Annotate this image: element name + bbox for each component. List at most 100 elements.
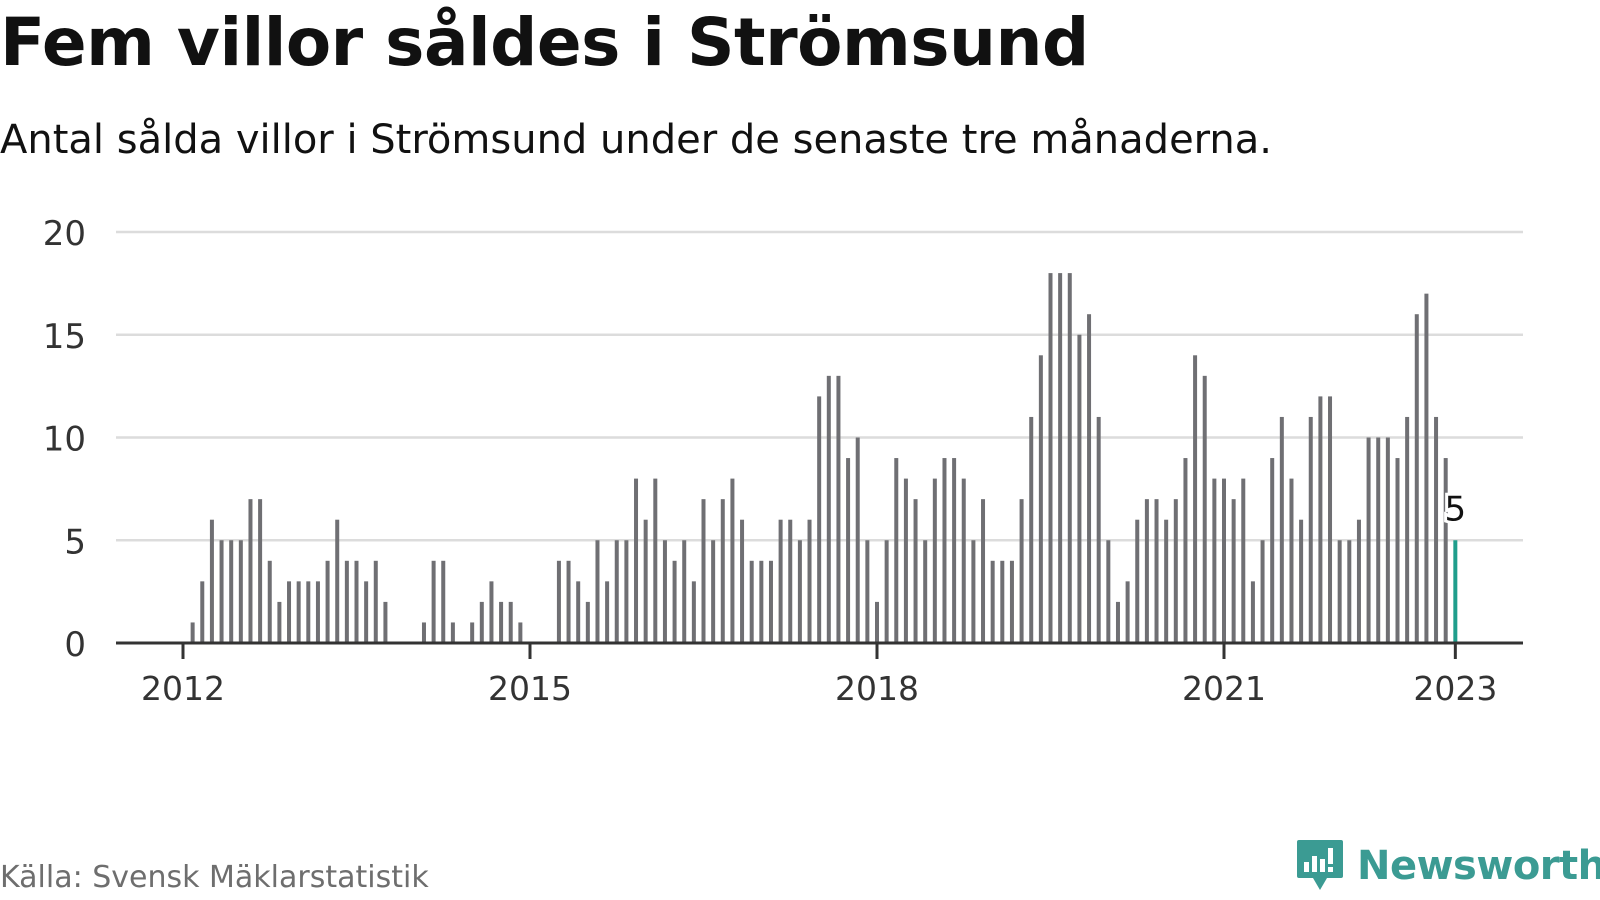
bar (1405, 416, 1410, 643)
bar-chart: 0 5 10 15 20 5 2012 2015 2018 2021 2023 (43, 214, 1523, 708)
bar (1058, 273, 1063, 643)
bar (759, 560, 764, 643)
bar (614, 540, 619, 643)
bar (576, 581, 581, 643)
bar (826, 375, 831, 643)
bar (740, 519, 745, 643)
bar (1231, 499, 1236, 643)
bar (1308, 416, 1313, 643)
bar (720, 499, 725, 643)
bar (778, 519, 783, 643)
bar (768, 560, 773, 643)
bar (1385, 437, 1390, 643)
bar (518, 622, 523, 643)
bar (1096, 416, 1101, 643)
bar (209, 519, 214, 643)
chart-title: Fem villor såldes i Strömsund (0, 4, 1089, 81)
bar (643, 519, 648, 643)
bar (1193, 355, 1198, 643)
y-tick-label: 15 (43, 317, 86, 357)
bar (1125, 581, 1130, 643)
bar (1135, 519, 1140, 643)
bar (1164, 519, 1169, 643)
bar (499, 601, 504, 643)
bar (1414, 314, 1419, 643)
bar (489, 581, 494, 643)
bar (971, 540, 976, 643)
y-tick-label: 0 (64, 625, 86, 665)
bar (662, 540, 667, 643)
x-tick-label: 2021 (1182, 669, 1266, 708)
bar (441, 560, 446, 643)
bar (942, 458, 947, 643)
bar (1289, 478, 1294, 643)
bar (373, 560, 378, 643)
bar (1222, 478, 1226, 643)
bar (605, 581, 610, 643)
newsworthy-logo-icon (1297, 840, 1343, 890)
bar (855, 437, 860, 643)
x-tick-label: 2015 (488, 669, 572, 708)
bar (508, 601, 513, 643)
bar (277, 601, 282, 643)
bar (335, 519, 340, 643)
bar (1183, 458, 1188, 643)
bar (1087, 314, 1092, 643)
bar (1270, 458, 1275, 643)
y-tick-label: 10 (43, 420, 86, 460)
bar (354, 560, 359, 643)
bar (200, 581, 205, 643)
bar (1318, 396, 1323, 643)
x-tick-label: 2023 (1413, 669, 1497, 708)
bar (364, 581, 369, 643)
bar (903, 478, 908, 643)
bar (846, 458, 851, 643)
bar (1067, 273, 1072, 643)
bar (344, 560, 349, 643)
bar (865, 540, 870, 643)
bar (923, 540, 928, 643)
bar (431, 560, 436, 643)
bar (1106, 540, 1111, 643)
bar (248, 499, 253, 643)
bar (807, 519, 812, 643)
bar (653, 478, 658, 643)
bar (932, 478, 937, 643)
bar (1366, 437, 1371, 643)
bar (711, 540, 716, 643)
bar (981, 499, 986, 643)
bar (470, 622, 475, 643)
bar (730, 478, 735, 643)
bar (1337, 540, 1342, 643)
bar (1029, 416, 1034, 643)
bar (315, 581, 320, 643)
x-tick-label: 2018 (835, 669, 919, 708)
bar (306, 581, 311, 643)
newsworthy-brand: Newsworthy (1295, 838, 1600, 894)
highlight-bar (1453, 540, 1458, 643)
highlight-label: 5 (1445, 489, 1467, 529)
chart-subtitle: Antal sålda villor i Strömsund under de … (0, 117, 1272, 163)
bar (219, 540, 224, 643)
bar (1154, 499, 1159, 643)
bar (788, 519, 793, 643)
bar (884, 540, 889, 643)
brand-name: Newsworthy (1357, 843, 1600, 889)
bar (258, 499, 263, 643)
bar (421, 622, 426, 643)
bar (1212, 478, 1217, 643)
bar (701, 499, 706, 643)
bar (229, 540, 234, 643)
bar (797, 540, 802, 643)
bar (1424, 293, 1429, 643)
bar (479, 601, 484, 643)
bar (1250, 581, 1255, 643)
bar (749, 560, 754, 643)
bar (961, 478, 966, 643)
bar (913, 499, 918, 643)
bar (1173, 499, 1178, 643)
bar (1347, 540, 1352, 643)
bar (585, 601, 590, 643)
bar (296, 581, 301, 643)
x-tick-label: 2012 (141, 669, 225, 708)
